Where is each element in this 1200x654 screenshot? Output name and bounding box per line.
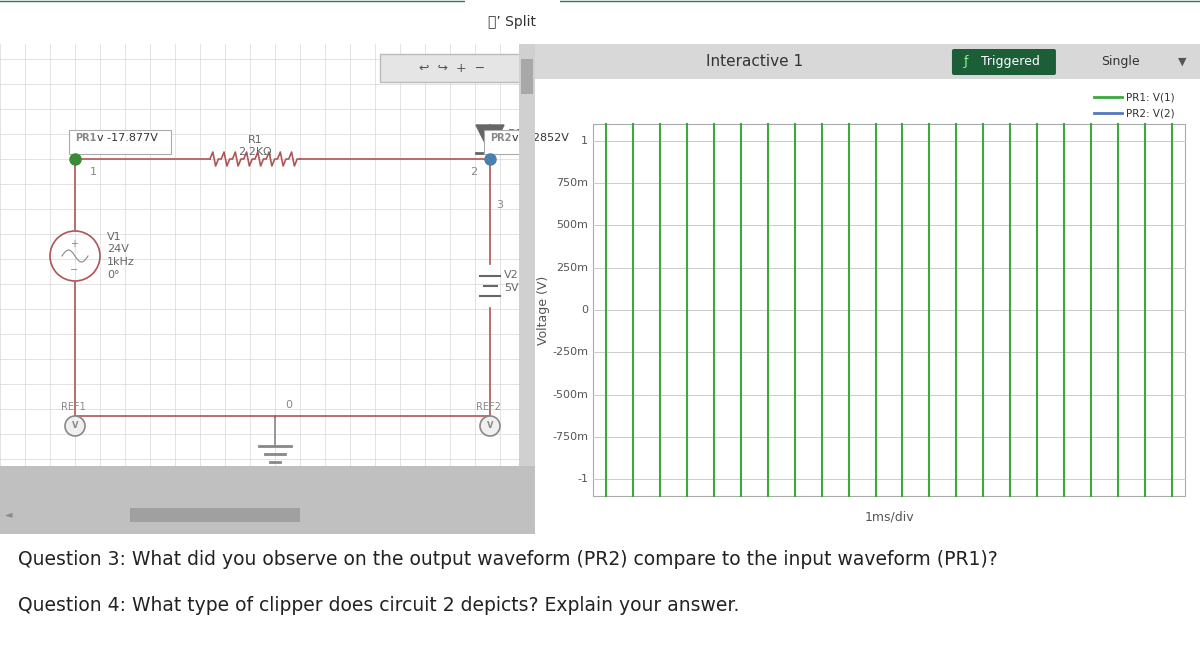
- Text: v -17.877V: v -17.877V: [97, 133, 158, 143]
- Text: 1ms/div: 1ms/div: [864, 511, 914, 524]
- Text: ⦿’ Split: ⦿’ Split: [488, 15, 536, 29]
- Text: REF1: REF1: [61, 402, 85, 412]
- Bar: [53, 14, 58, 30]
- FancyBboxPatch shape: [466, 0, 560, 41]
- Text: 2: 2: [470, 167, 478, 177]
- Text: +: +: [70, 239, 78, 249]
- Text: REF2: REF2: [476, 402, 500, 412]
- Polygon shape: [476, 125, 504, 153]
- Text: 750m: 750m: [556, 178, 588, 188]
- Circle shape: [65, 416, 85, 436]
- Text: D1: D1: [508, 129, 523, 139]
- Text: ▷│ Schematic: ▷│ Schematic: [212, 14, 308, 30]
- Text: V2: V2: [504, 270, 518, 280]
- Text: ⚙: ⚙: [1171, 12, 1189, 31]
- Text: Triggered: Triggered: [980, 56, 1039, 69]
- Text: ◄: ◄: [5, 509, 12, 519]
- Bar: [521, 59, 533, 94]
- Circle shape: [480, 416, 500, 436]
- Text: V: V: [487, 421, 493, 430]
- Text: -1: -1: [577, 474, 588, 484]
- Text: PR1: PR1: [74, 133, 96, 143]
- Text: Question 3: What did you observe on the output waveform (PR2) compare to the inp: Question 3: What did you observe on the …: [18, 550, 997, 569]
- Text: 1: 1: [581, 136, 588, 146]
- Bar: [520, 44, 535, 466]
- FancyBboxPatch shape: [70, 130, 172, 154]
- FancyBboxPatch shape: [484, 130, 581, 154]
- Text: 0: 0: [581, 305, 588, 315]
- Bar: [535, 44, 1200, 79]
- Bar: [0, 466, 535, 534]
- Bar: [593, 124, 1186, 496]
- Text: 250m: 250m: [556, 263, 588, 273]
- FancyBboxPatch shape: [380, 54, 526, 82]
- Text: v 4.2852V: v 4.2852V: [512, 133, 569, 143]
- Text: 1.3536s: 1.3536s: [118, 15, 173, 29]
- Text: 5V: 5V: [504, 283, 518, 293]
- Text: 0°: 0°: [107, 270, 120, 280]
- Text: ƒ: ƒ: [964, 56, 968, 69]
- Text: Interactive 1: Interactive 1: [706, 54, 803, 69]
- Text: i: i: [20, 16, 24, 29]
- Text: V1: V1: [107, 232, 121, 242]
- Text: PR1: V(1): PR1: V(1): [1126, 92, 1175, 102]
- Text: ↩  ↪  +  −: ↩ ↪ + −: [419, 61, 485, 75]
- Text: -750m: -750m: [552, 432, 588, 442]
- Text: V: V: [72, 421, 78, 430]
- Bar: [72, 14, 88, 30]
- Text: 0: 0: [286, 400, 292, 410]
- Text: Single: Single: [1100, 55, 1140, 68]
- FancyBboxPatch shape: [952, 49, 1056, 75]
- Bar: [130, 508, 300, 522]
- Text: 2.2KΩ: 2.2KΩ: [238, 147, 272, 157]
- Text: -500m: -500m: [552, 390, 588, 400]
- Text: R1: R1: [247, 135, 263, 145]
- Text: 500m: 500m: [556, 220, 588, 230]
- Text: −: −: [70, 265, 78, 275]
- Text: 1: 1: [90, 167, 97, 177]
- Bar: [0, 466, 535, 534]
- Text: 1kHz: 1kHz: [107, 257, 134, 267]
- Text: -250m: -250m: [552, 347, 588, 357]
- Text: 3: 3: [496, 201, 503, 211]
- Text: ∿ Grapher: ∿ Grapher: [354, 15, 426, 29]
- Text: Question 4: What type of clipper does circuit 2 depicts? Explain your answer.: Question 4: What type of clipper does ci…: [18, 596, 739, 615]
- Text: PR2: V(2): PR2: V(2): [1126, 108, 1175, 118]
- Text: ▼: ▼: [1177, 56, 1187, 67]
- Bar: [44, 14, 49, 30]
- Text: PR2: PR2: [490, 133, 511, 143]
- Text: 24V: 24V: [107, 244, 128, 254]
- Text: Voltage (V): Voltage (V): [536, 275, 550, 345]
